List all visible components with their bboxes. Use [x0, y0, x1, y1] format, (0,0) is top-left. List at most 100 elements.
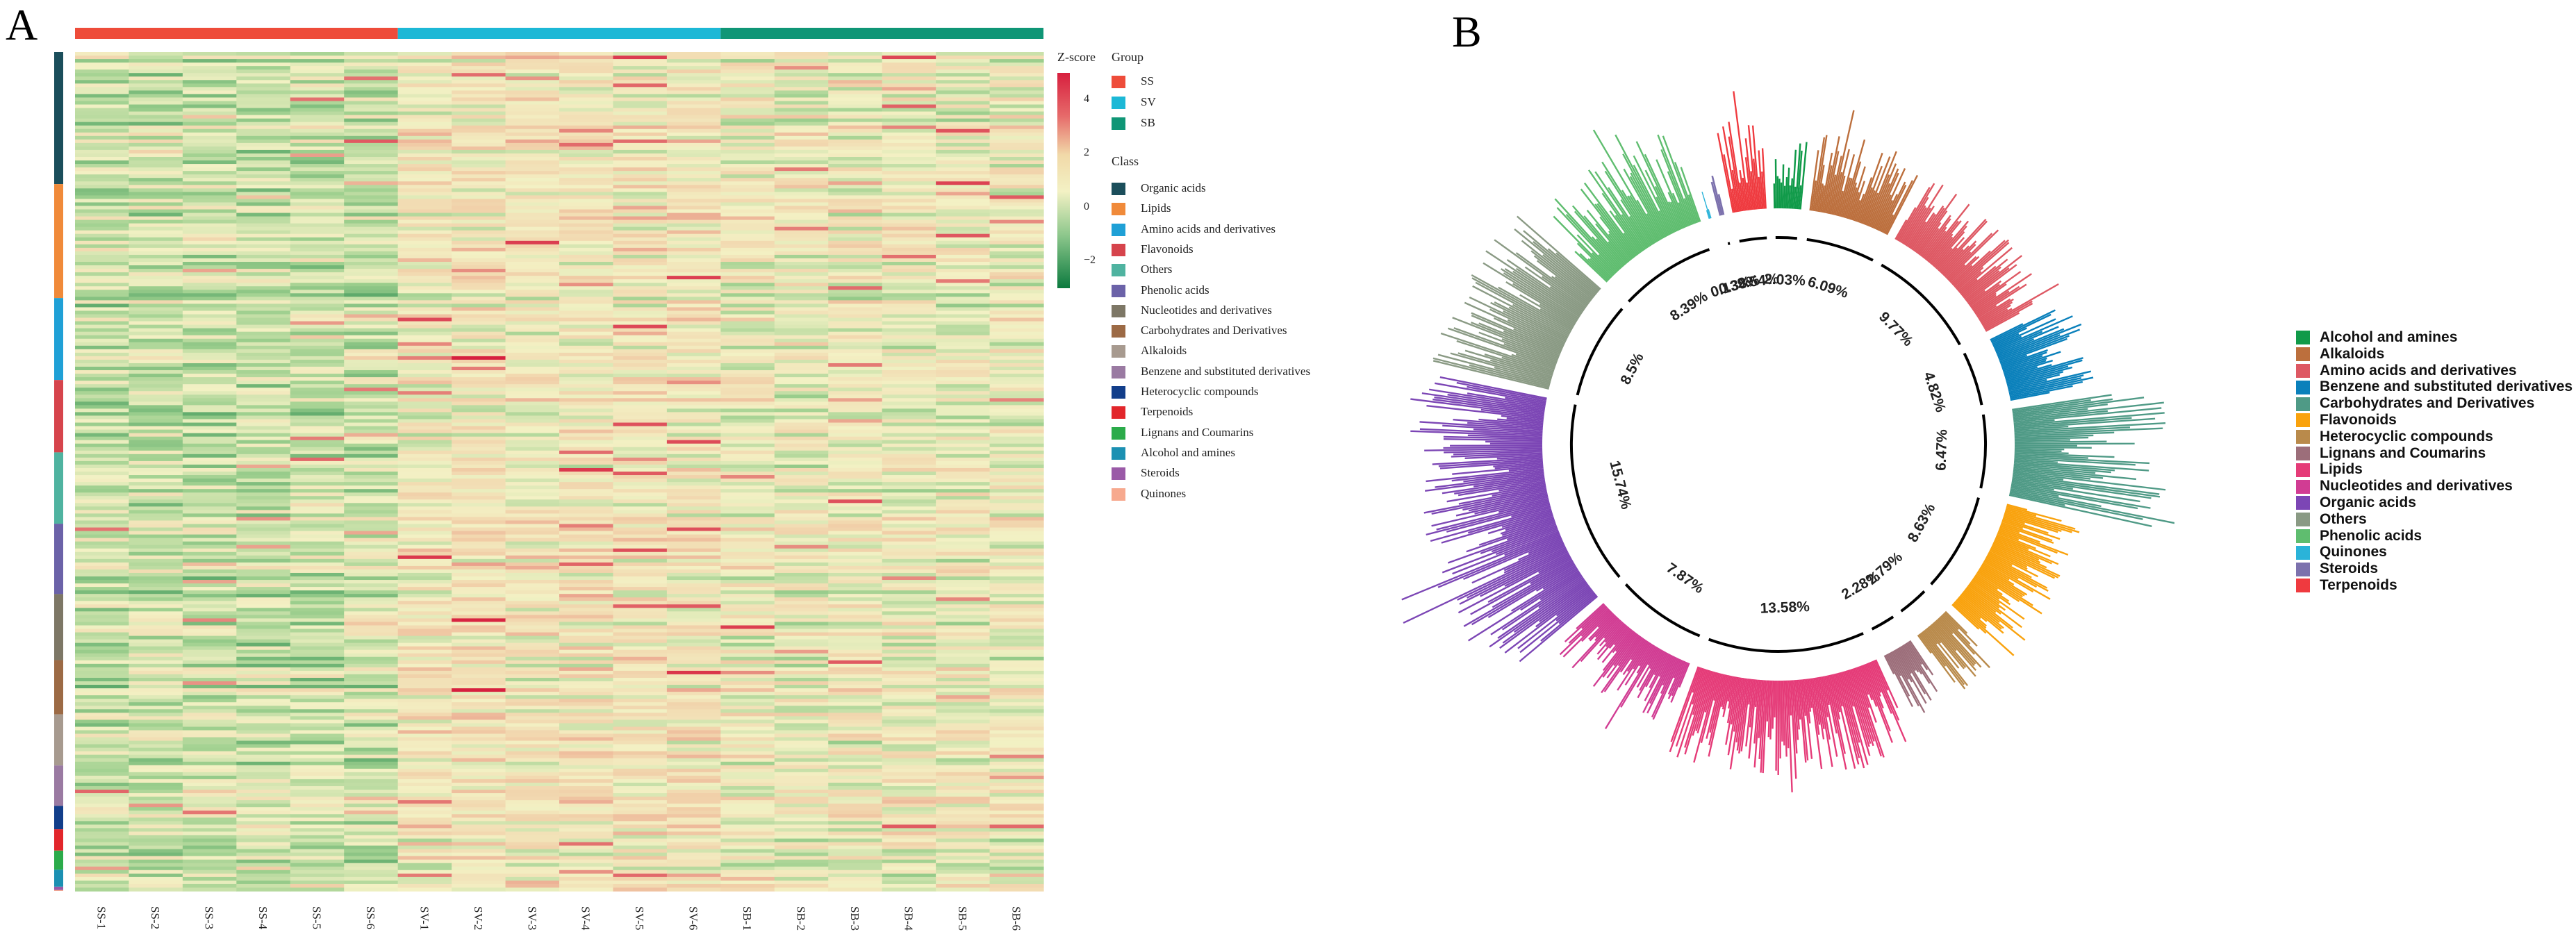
heatmap-cell — [290, 149, 345, 154]
heatmap-cell — [828, 324, 883, 329]
heatmap-cell — [236, 450, 291, 455]
heatmap-cell — [774, 178, 829, 182]
circular-bar — [2010, 488, 2102, 508]
heatmap-cell — [344, 146, 399, 151]
heatmap-cell — [559, 880, 614, 885]
circular-bar — [1749, 679, 1756, 728]
heatmap-cell — [828, 331, 883, 336]
heatmap-cell — [666, 625, 721, 630]
heatmap-cell — [666, 324, 721, 329]
circular-bar — [2013, 397, 2145, 415]
heatmap-cell — [559, 195, 614, 199]
heatmap-cell — [989, 240, 1044, 245]
heatmap-cell — [774, 149, 829, 154]
heatmap-cell — [236, 118, 291, 123]
heatmap-cell — [75, 642, 130, 647]
heatmap-cell — [613, 653, 668, 658]
heatmap-cell — [75, 101, 130, 106]
heatmap-cell — [666, 321, 721, 326]
heatmap-cell — [182, 185, 237, 189]
heatmap-cell — [559, 391, 614, 395]
heatmap-cell — [828, 433, 883, 438]
heatmap-cell — [989, 580, 1044, 584]
heatmap-cell — [936, 213, 991, 217]
heatmap-cell — [559, 667, 614, 672]
heatmap-cell — [613, 513, 668, 518]
heatmap-cell — [666, 831, 721, 836]
heatmap-cell — [75, 262, 130, 266]
heatmap-cell — [666, 405, 721, 409]
heatmap-cell — [882, 870, 936, 874]
heatmap-cell — [828, 685, 883, 689]
heatmap-cell — [129, 775, 183, 780]
heatmap-cell — [290, 807, 345, 811]
heatmap-cell — [236, 206, 291, 210]
heatmap-cell — [182, 370, 237, 374]
heatmap-cell — [774, 443, 829, 448]
heatmap-cell — [774, 415, 829, 420]
heatmap-cell — [290, 625, 345, 630]
heatmap-cell — [397, 817, 452, 822]
heatmap-cell — [882, 681, 936, 685]
heatmap-cell — [182, 63, 237, 67]
heatmap-cell — [666, 272, 721, 276]
heatmap-cell — [452, 489, 506, 493]
heatmap-cell — [397, 685, 452, 689]
heatmap-cell — [452, 52, 506, 56]
heatmap-cell — [989, 457, 1044, 462]
heatmap-cell — [720, 555, 775, 560]
heatmap-cell — [344, 307, 399, 312]
heatmap-cell — [666, 649, 721, 654]
heatmap-cell — [505, 244, 560, 249]
heatmap-cell — [720, 244, 775, 249]
heatmap-cell — [344, 290, 399, 294]
heatmap-cell — [182, 157, 237, 161]
heatmap-cell — [129, 786, 183, 790]
circular-bar — [1669, 667, 1701, 753]
heatmap-cell — [397, 744, 452, 749]
heatmap-cell — [75, 576, 130, 581]
heatmap-cell — [720, 720, 775, 724]
heatmap-cell — [182, 863, 237, 867]
heatmap-cell — [882, 632, 936, 637]
heatmap-cell — [75, 506, 130, 510]
heatmap-cell — [397, 870, 452, 874]
heatmap-cell — [774, 663, 829, 668]
heatmap-cell — [720, 740, 775, 745]
heatmap-cell — [720, 391, 775, 395]
column-label: SV-6 — [687, 906, 700, 930]
heatmap-cell — [290, 286, 345, 290]
heatmap-cell — [182, 653, 237, 658]
heatmap-cell — [828, 692, 883, 696]
heatmap-cell — [666, 188, 721, 192]
circular-bar — [1599, 620, 1623, 647]
heatmap-cell — [882, 244, 936, 249]
heatmap-cell — [290, 454, 345, 458]
heatmap-cell — [613, 467, 668, 472]
heatmap-cell — [236, 642, 291, 647]
heatmap-cell — [989, 440, 1044, 444]
heatmap-cell — [75, 730, 130, 735]
heatmap-cell — [989, 83, 1044, 88]
heatmap-cell — [182, 531, 237, 535]
heatmap-cell — [182, 688, 237, 692]
heatmap-cell — [129, 524, 183, 529]
heatmap-cell — [129, 754, 183, 759]
heatmap-cell — [344, 122, 399, 126]
heatmap-cell — [989, 663, 1044, 668]
circular-bar — [1785, 177, 1788, 209]
heatmap-cell — [397, 160, 452, 165]
heatmap-cell — [828, 604, 883, 608]
heatmap-cell — [989, 56, 1044, 60]
heatmap-cell — [613, 608, 668, 612]
heatmap-cell — [720, 601, 775, 605]
heatmap-cell — [882, 639, 936, 644]
heatmap-cell — [666, 754, 721, 759]
heatmap-cell — [75, 443, 130, 448]
heatmap-cell — [290, 394, 345, 399]
heatmap-cell — [936, 733, 991, 738]
circular-bar — [1497, 578, 1585, 639]
heatmap-cell — [452, 713, 506, 717]
heatmap-cell — [936, 541, 991, 546]
heatmap-cell — [720, 80, 775, 84]
